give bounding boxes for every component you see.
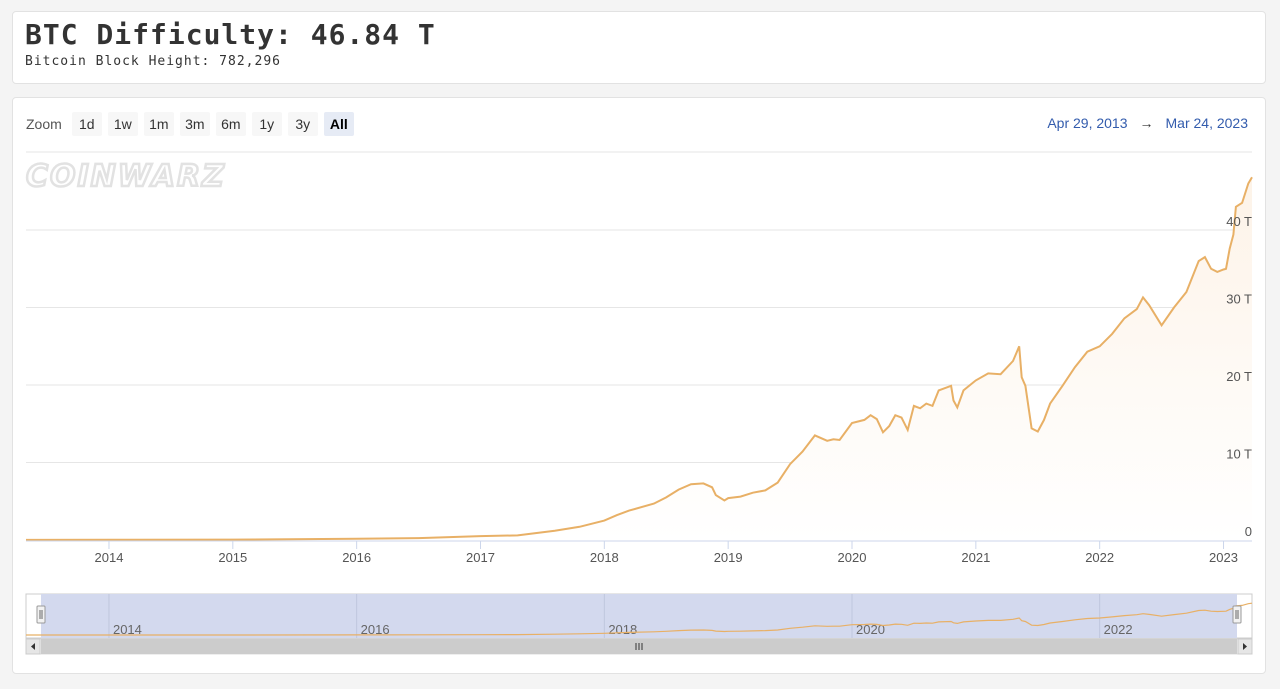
coinwarz-logo: COINWARZ: [25, 158, 226, 196]
zoom-button-all[interactable]: All: [323, 112, 354, 136]
zoom-label: Zoom: [26, 116, 62, 132]
title-card: BTC Difficulty: 46.84 T Bitcoin Block He…: [12, 11, 1266, 84]
difficulty-line: [25, 176, 1253, 541]
zoom-button-3m[interactable]: 3m: [179, 112, 210, 136]
x-tick-label: 2018: [590, 550, 619, 565]
navigator[interactable]: 2014 2016 2018 2020 2022: [25, 593, 1253, 655]
y-tick-label: 20 T: [1226, 369, 1252, 384]
y-tick-label: 30 T: [1226, 292, 1252, 307]
scrollbar-left-arrow-icon[interactable]: [25, 638, 41, 655]
x-tick-label: 2021: [961, 550, 990, 565]
zoom-button-1m[interactable]: 1m: [143, 112, 174, 136]
coinwarz-logo-text: COINWARZ: [26, 159, 226, 194]
block-height-subtitle: Bitcoin Block Height: 782,296: [25, 54, 281, 69]
y-tick-label: 10 T: [1226, 447, 1252, 462]
x-tick-label: 2016: [342, 550, 371, 565]
navigator-tick-label: 2022: [1104, 622, 1133, 637]
zoom-button-1w[interactable]: 1w: [107, 112, 138, 136]
difficulty-area: [26, 177, 1252, 541]
y-axis: 0 10 T 20 T 30 T 40 T: [1226, 214, 1252, 539]
x-tick-label: 2020: [838, 550, 867, 565]
zoom-button-1y[interactable]: 1y: [251, 112, 282, 136]
navigator-series-line: [26, 602, 1253, 636]
scrollbar-grip-icon: [635, 643, 643, 650]
x-tick-label: 2022: [1085, 550, 1114, 565]
navigator-right-handle[interactable]: [1232, 605, 1242, 624]
x-tick-label: 2015: [218, 550, 247, 565]
navigator-left-handle[interactable]: [36, 605, 46, 624]
zoom-button-1d[interactable]: 1d: [71, 112, 102, 136]
x-tick-label: 2019: [714, 550, 743, 565]
range-arrow-icon: →: [1139, 115, 1154, 131]
date-range: Apr 29, 2013 → Mar 24, 2023: [1047, 115, 1248, 131]
y-tick-label: 0: [1245, 524, 1252, 539]
navigator-tick-label: 2018: [608, 622, 637, 637]
navigator-tick-label: 2020: [856, 622, 885, 637]
scrollbar-right-arrow-icon[interactable]: [1237, 638, 1253, 655]
zoom-bar: Zoom 1d 1w 1m 3m 6m 1y 3y All: [26, 112, 354, 136]
zoom-button-3y[interactable]: 3y: [287, 112, 318, 136]
x-axis: 2014 2015 2016 2017 2018 2019 2020 2021 2022 2023: [26, 540, 1252, 565]
x-tick-label: 2023: [1209, 550, 1238, 565]
y-tick-label: 40 T: [1226, 214, 1252, 229]
navigator-tick-label: 2016: [361, 622, 390, 637]
plot-area: [25, 176, 1253, 541]
navigator-selection[interactable]: [41, 594, 1237, 638]
zoom-button-6m[interactable]: 6m: [215, 112, 246, 136]
navigator-tick-label: 2014: [113, 622, 142, 637]
x-tick-label: 2017: [466, 550, 495, 565]
x-tick-label: 2014: [95, 550, 124, 565]
range-to-input[interactable]: Mar 24, 2023: [1165, 115, 1249, 131]
page-title: BTC Difficulty: 46.84 T: [25, 18, 436, 51]
range-from-input[interactable]: Apr 29, 2013: [1047, 115, 1128, 131]
